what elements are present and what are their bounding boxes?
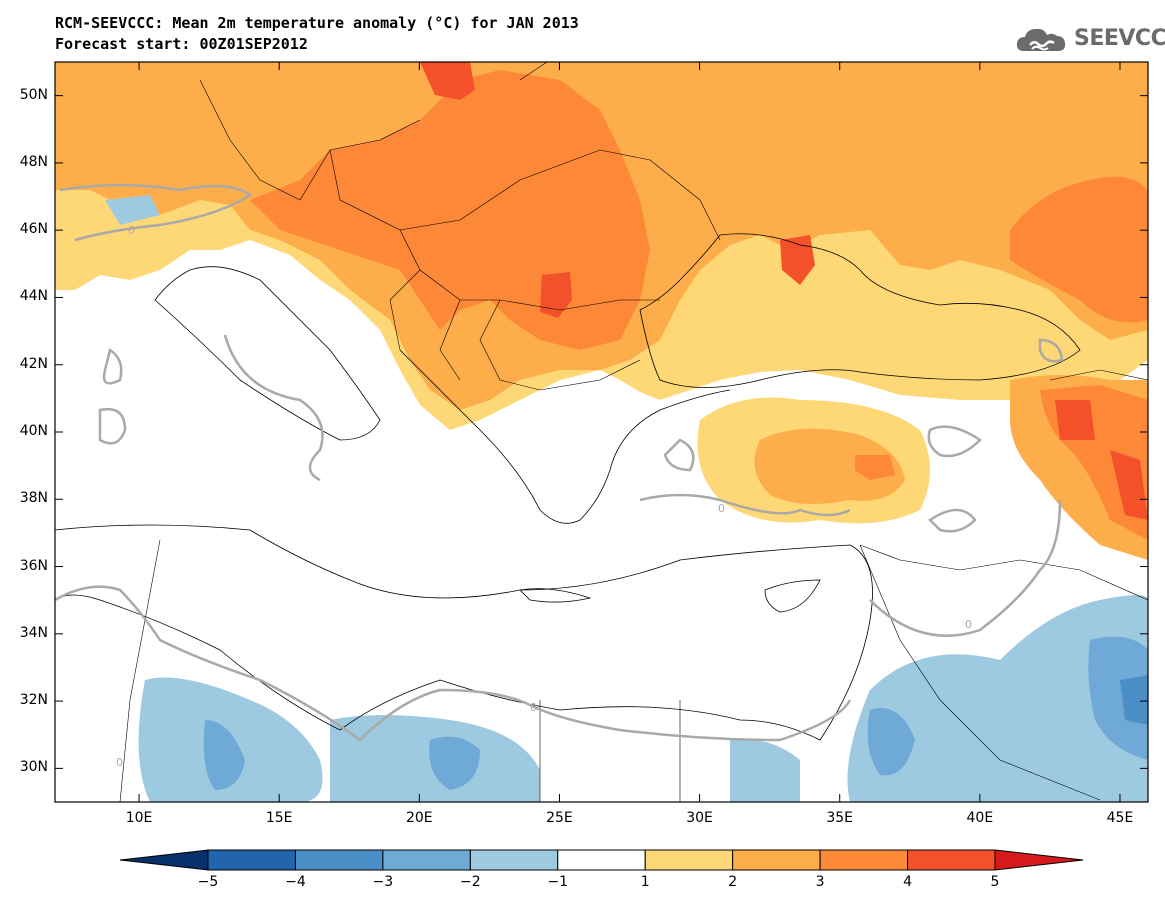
crete-coast bbox=[519, 588, 592, 603]
contour-label: 0 bbox=[116, 756, 123, 769]
title-block: RCM-SEEVCCC: Mean 2m temperature anomaly… bbox=[55, 13, 579, 55]
anomaly-2to3-turkey bbox=[754, 428, 905, 504]
map-title: RCM-SEEVCCC: Mean 2m temperature anomaly… bbox=[55, 14, 579, 32]
country-borders bbox=[119, 62, 1148, 802]
anomaly-colder-libya-1 bbox=[203, 720, 245, 790]
colorbar-swatch bbox=[469, 849, 559, 871]
lon-tick-label: 25E bbox=[546, 810, 573, 826]
lon-tick-label: 40E bbox=[966, 810, 994, 826]
colorbar-label: −5 bbox=[197, 874, 219, 890]
coastlines bbox=[55, 233, 1081, 741]
colorbar-under-arrow bbox=[119, 849, 209, 871]
colorbar-label: 3 bbox=[815, 874, 825, 890]
contour-label: 0 bbox=[530, 701, 537, 714]
lat-tick-label: 32N bbox=[19, 692, 48, 709]
lat-tick-label: 34N bbox=[19, 624, 48, 641]
colorbar-label: 2 bbox=[728, 874, 738, 890]
colorbar-swatch bbox=[907, 849, 996, 871]
cloud-icon bbox=[1016, 28, 1066, 51]
anomaly-colder-libya-2 bbox=[429, 736, 480, 790]
colorbar bbox=[119, 849, 1084, 871]
colorbar-swatch bbox=[732, 849, 821, 871]
anomaly-4to5-crimea bbox=[780, 235, 815, 285]
anomaly-field: 0 0 0 0 0 bbox=[55, 62, 1148, 802]
colorbar-label: −4 bbox=[285, 874, 306, 890]
anomaly-4to5-iraq bbox=[1110, 450, 1148, 520]
colorbar-label: 4 bbox=[903, 874, 912, 890]
lon-tick-label: 15E bbox=[265, 810, 293, 826]
africa-coast bbox=[55, 524, 873, 741]
lon-tick-label: 10E bbox=[125, 810, 153, 826]
anomaly-cold-egypt bbox=[730, 739, 800, 802]
colorbar-label: −3 bbox=[372, 874, 394, 890]
lat-tick-label: 42N bbox=[19, 355, 48, 372]
anomaly-4to5-north bbox=[420, 62, 475, 100]
lat-tick-label: 36N bbox=[19, 557, 48, 574]
contour-label: 0 bbox=[718, 502, 725, 515]
tick-marks bbox=[55, 62, 1148, 802]
contour-label: 0 bbox=[128, 224, 135, 237]
anomaly-colder-arabia-2 bbox=[1088, 636, 1148, 760]
lon-tick-label: 30E bbox=[686, 810, 713, 826]
balkan-coast bbox=[399, 349, 731, 524]
lat-tick-label: 40N bbox=[19, 423, 48, 439]
colorbar-label: 1 bbox=[640, 874, 650, 890]
lat-tick-label: 44N bbox=[19, 288, 48, 305]
seevccc-logo: SEEVCCC bbox=[1016, 24, 1165, 54]
anomaly-3to4-east bbox=[1010, 176, 1148, 323]
anomaly-4to5-caucasus bbox=[1055, 400, 1095, 440]
colorbar-swatch bbox=[644, 849, 734, 871]
anomaly-cold-alps bbox=[105, 195, 160, 225]
colorbar-label: 5 bbox=[990, 874, 1000, 890]
colorbar-swatch bbox=[207, 849, 296, 871]
anomaly-colder-arabia-1 bbox=[867, 708, 915, 776]
colorbar-swatch bbox=[819, 849, 909, 871]
cyprus-coast bbox=[764, 579, 821, 613]
colorbar-swatch bbox=[382, 849, 471, 871]
anomaly-coldest-arabia bbox=[1120, 675, 1148, 725]
lat-tick-label: 38N bbox=[19, 490, 48, 507]
anomaly-3to4-turkey bbox=[855, 455, 895, 480]
logo-text: SEEVCCC bbox=[1074, 26, 1165, 51]
lat-tick-label: 30N bbox=[19, 759, 48, 776]
lon-tick-label: 20E bbox=[405, 810, 433, 826]
italy-coast bbox=[154, 266, 381, 441]
lat-tick-label: 46N bbox=[19, 221, 48, 238]
contour-label: 0 bbox=[965, 618, 972, 631]
lon-tick-label: 35E bbox=[826, 810, 854, 826]
colorbar-label: −2 bbox=[460, 874, 481, 890]
colorbar-swatch bbox=[294, 849, 384, 871]
lon-tick-label: 45E bbox=[1106, 810, 1134, 826]
anomaly-cold-arabia bbox=[847, 595, 1148, 802]
black-sea-coast bbox=[639, 233, 1081, 388]
zero-contour bbox=[55, 183, 1064, 742]
map-subtitle: Forecast start: 00Z01SEP2012 bbox=[55, 35, 308, 53]
lat-tick-label: 50N bbox=[19, 86, 48, 103]
anomaly-4to5-romania bbox=[540, 272, 572, 318]
colorbar-over-arrow bbox=[994, 849, 1084, 871]
colorbar-swatch bbox=[557, 849, 646, 871]
lat-tick-label: 48N bbox=[19, 153, 48, 170]
colorbar-label: −1 bbox=[547, 874, 569, 890]
